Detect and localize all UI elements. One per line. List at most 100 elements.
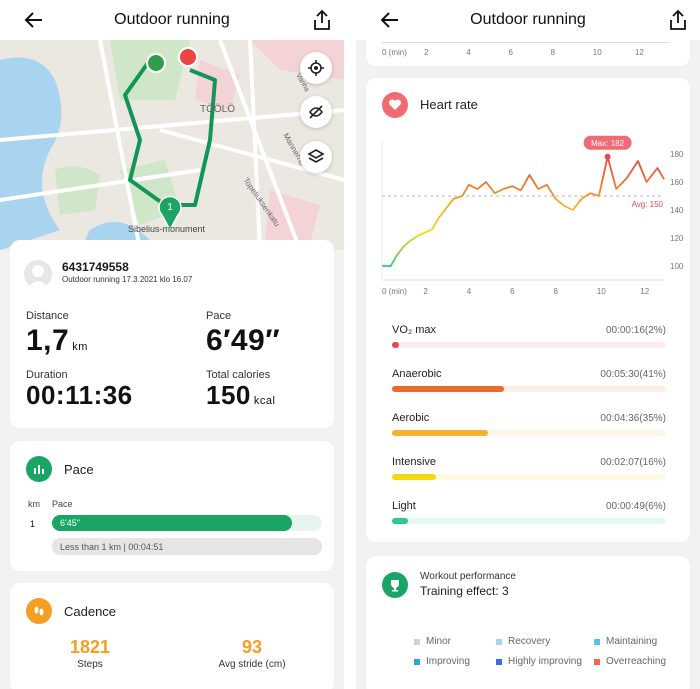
heart-rate-series-line (382, 155, 665, 267)
pace-bar-label: 6'45" (60, 518, 80, 528)
max-label: Max: 182 (591, 139, 624, 148)
x-tick-label: 4 (467, 287, 472, 296)
lap-marker: 1 (167, 202, 173, 213)
pace-summary: Less than 1 km | 00:04:51 (52, 538, 322, 555)
zone-bar-track (392, 430, 666, 436)
legend-label: Recovery (508, 636, 551, 647)
x-tick-label: 8 (554, 287, 559, 296)
avatar[interactable] (24, 260, 52, 288)
legend-item: Improving (414, 656, 470, 667)
legend-swatch (594, 658, 600, 665)
map-layers-button[interactable] (300, 141, 332, 173)
back-arrow-icon[interactable] (22, 8, 46, 32)
legend-swatch (414, 658, 420, 665)
y-tick-label: 100 (670, 262, 684, 271)
zone-label: Light (392, 500, 416, 512)
calories-unit: kcal (253, 395, 276, 407)
previous-chart-tick: 2 (424, 48, 429, 57)
pace-col-km: km (28, 499, 40, 509)
hide-route-button[interactable] (300, 96, 332, 128)
duration-label: Duration (26, 369, 68, 381)
legend-swatch (496, 638, 502, 645)
y-tick-label: 120 (670, 234, 684, 243)
user-icon (28, 265, 48, 288)
eye-off-icon (308, 105, 324, 119)
legend-swatch (414, 638, 420, 645)
distance-value: 1,7 km (26, 324, 88, 358)
zone-label: Anaerobic (392, 368, 442, 380)
heart-rate-title: Heart rate (420, 97, 478, 112)
pace-row-km: 1 (30, 519, 36, 529)
layers-icon (307, 149, 325, 163)
stride-label: Avg stride (cm) (218, 659, 286, 670)
previous-chart-axis (382, 42, 670, 43)
top-bar: Outdoor running (356, 0, 700, 40)
pace-bar-fill (52, 515, 293, 531)
left-screen: Outdoor running 1 TÖÖLÖ Sibelius-monumen… (0, 0, 344, 689)
stride-value: 93 (241, 637, 263, 657)
heart-icon (388, 99, 402, 110)
route-map[interactable]: 1 TÖÖLÖ Sibelius-monument Mannerhe Topel… (0, 40, 344, 250)
previous-chart-tick: 12 (634, 48, 644, 57)
workout-title: Workout performance (420, 571, 516, 582)
calories-number: 150 (206, 380, 251, 410)
legend-swatch (496, 658, 502, 665)
calories-value: 150 kcal (206, 380, 275, 411)
previous-chart-tick: 6 (508, 48, 513, 57)
steps-value: 1821 (69, 637, 111, 657)
legend-label: Overreaching (606, 656, 667, 667)
zone-bar-track (392, 518, 666, 524)
map-label-sibelius: Sibelius-monument (128, 224, 206, 234)
share-icon[interactable] (312, 9, 332, 31)
duration-value: 00:11:36 (26, 380, 133, 410)
legend-swatch (594, 638, 600, 645)
max-marker (604, 153, 611, 160)
top-bar: Outdoor running (0, 0, 344, 40)
distance-number: 1,7 (26, 324, 70, 357)
footprints-icon (34, 606, 44, 616)
zone-bar-fill (392, 474, 436, 480)
workout-section-icon (382, 572, 408, 598)
workout-subtitle: Outdoor running 17.3.2021 klo 16.07 (62, 275, 193, 284)
pace-section-icon (26, 456, 52, 482)
pace-bar-track: 6'45" (52, 515, 322, 531)
summary-card: 6431749558 Outdoor running 17.3.2021 klo… (10, 240, 334, 428)
x-tick-label: 12 (640, 287, 649, 296)
zone-bar-track (392, 386, 666, 392)
target-icon (308, 60, 324, 76)
share-icon[interactable] (668, 9, 688, 31)
zone-bar-fill (392, 342, 399, 348)
zone-time: 00:02:07(16%) (600, 457, 666, 468)
distance-label: Distance (26, 310, 69, 322)
previous-chart-tick: 0 (min) (382, 48, 407, 57)
legend-item: Maintaining (594, 636, 657, 647)
right-screen: 0 (min) 2 4 6 8 10 12 Outdoor running Heart ra… (356, 0, 700, 689)
zone-label: Intensive (392, 456, 437, 468)
avg-label: Avg: 150 (632, 200, 664, 209)
pace-section-title: Pace (64, 462, 94, 477)
y-tick-label: 140 (670, 206, 684, 215)
x-tick-label: 6 (510, 287, 515, 296)
legend-label: Minor (426, 636, 452, 647)
y-tick-label: 160 (670, 178, 684, 187)
zone-bar-fill (392, 430, 488, 436)
zone-bar-track (392, 474, 666, 480)
map-canvas: 1 TÖÖLÖ Sibelius-monument Mannerhe Topel… (0, 40, 344, 250)
locate-button[interactable] (300, 52, 332, 84)
zone-bar-fill (392, 386, 505, 392)
legend-label: Improving (426, 656, 470, 667)
heart-rate-chart: 100 120 140 160 180 0 (min) 2 4 6 8 10 12 Avg: 150 Ma… (381, 135, 684, 296)
heart-rate-section-icon (382, 92, 408, 118)
distance-unit: km (72, 341, 88, 353)
page-title: Outdoor running (114, 11, 230, 28)
cadence-section-icon (26, 598, 52, 624)
back-arrow-icon[interactable] (378, 8, 402, 32)
bar-chart-icon (34, 465, 44, 474)
x-tick-label: 2 (423, 287, 428, 296)
pace-label: Pace (206, 310, 232, 322)
zone-time: 00:04:36(35%) (600, 413, 666, 424)
trophy-icon (391, 580, 399, 592)
user-id: 6431749558 (62, 260, 129, 274)
zone-bar-track (392, 342, 666, 348)
legend-item: Recovery (496, 636, 550, 647)
